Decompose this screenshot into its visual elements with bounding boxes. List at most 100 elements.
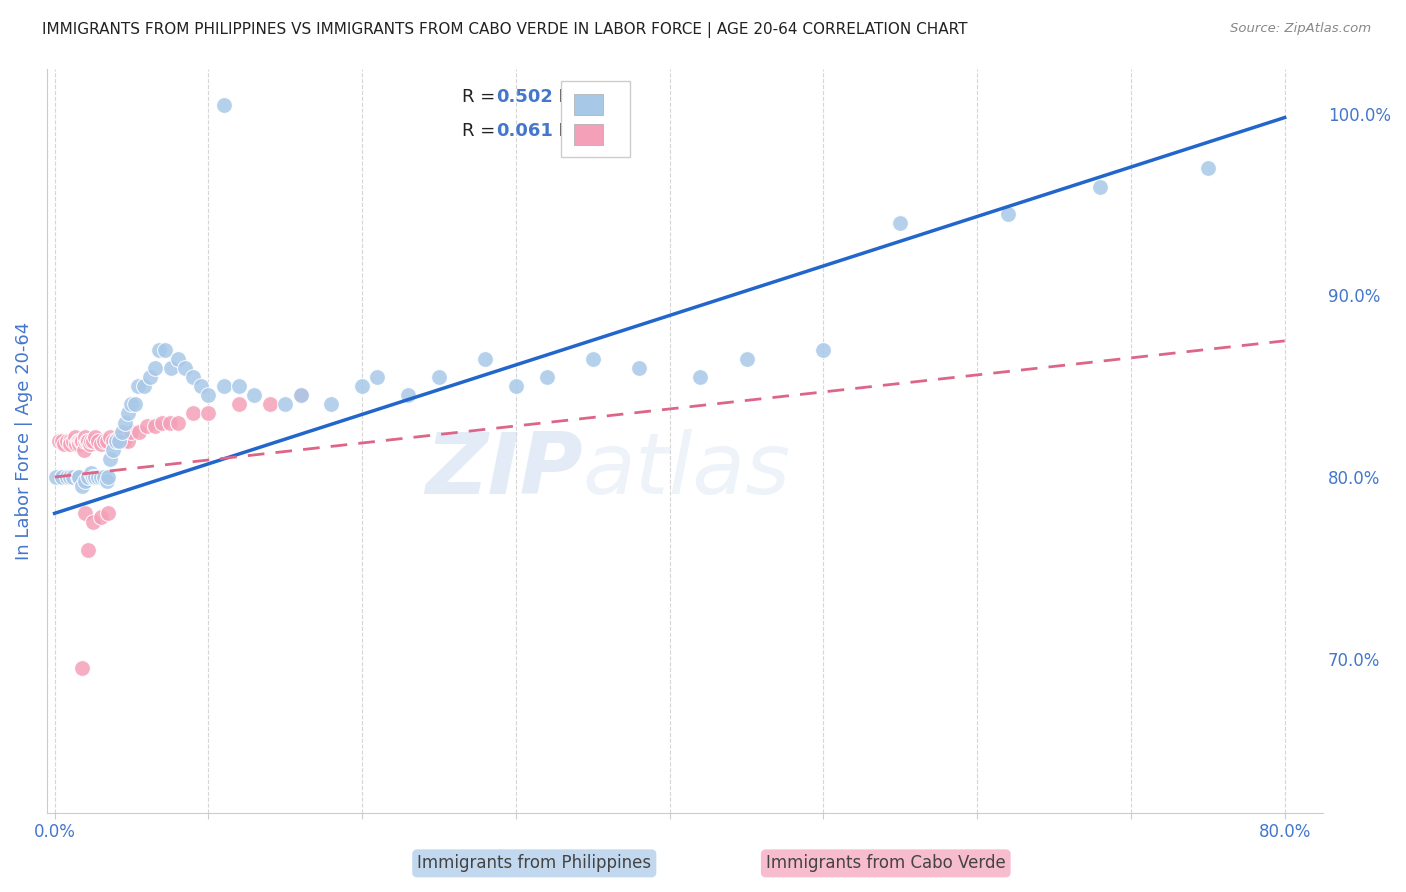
Point	[190, 379, 212, 393]
Point	[689, 370, 711, 384]
Point	[90, 510, 112, 524]
Point	[135, 419, 157, 434]
Point	[112, 434, 135, 448]
Point	[75, 474, 97, 488]
Text: Immigrants from Cabo Verde: Immigrants from Cabo Verde	[766, 855, 1005, 872]
Point	[120, 397, 142, 411]
Point	[813, 343, 835, 357]
Text: 0.061: 0.061	[496, 121, 553, 139]
Point	[56, 434, 79, 448]
Point	[150, 416, 173, 430]
Point	[66, 434, 89, 448]
Point	[65, 437, 87, 451]
Point	[396, 388, 419, 402]
Point	[51, 470, 73, 484]
Point	[52, 437, 75, 451]
Point	[59, 434, 82, 448]
Point	[101, 434, 124, 448]
Point	[82, 434, 104, 448]
Point	[75, 430, 97, 444]
Point	[93, 470, 115, 484]
Point	[77, 434, 100, 448]
Point	[59, 437, 82, 451]
Point	[90, 470, 112, 484]
Text: 0.502: 0.502	[496, 88, 553, 106]
Point	[427, 370, 450, 384]
Point	[98, 451, 121, 466]
Point	[536, 370, 558, 384]
Point	[155, 343, 177, 357]
Point	[76, 434, 98, 448]
Text: ZIP: ZIP	[425, 429, 583, 512]
Point	[228, 379, 250, 393]
Point	[114, 416, 136, 430]
Text: 62: 62	[583, 88, 607, 106]
Point	[101, 442, 124, 457]
Point	[97, 506, 120, 520]
Point	[139, 370, 162, 384]
Point	[1088, 179, 1111, 194]
Point	[93, 434, 115, 448]
Point	[197, 407, 219, 421]
Point	[62, 470, 84, 484]
Point	[73, 442, 96, 457]
Point	[56, 470, 79, 484]
Point	[505, 379, 527, 393]
Point	[105, 434, 128, 448]
Point	[83, 470, 105, 484]
Point	[243, 388, 266, 402]
Point	[62, 434, 84, 448]
Point	[166, 351, 188, 366]
Text: R =: R =	[461, 88, 501, 106]
Point	[51, 434, 73, 448]
Point	[97, 470, 120, 484]
Text: 51: 51	[583, 121, 607, 139]
Point	[83, 430, 105, 444]
Point	[127, 379, 149, 393]
Point	[124, 397, 146, 411]
Point	[67, 437, 90, 451]
Point	[72, 660, 94, 674]
Point	[132, 379, 155, 393]
Point	[63, 430, 86, 444]
Point	[117, 407, 139, 421]
Text: IMMIGRANTS FROM PHILIPPINES VS IMMIGRANTS FROM CABO VERDE IN LABOR FORCE | AGE 2: IMMIGRANTS FROM PHILIPPINES VS IMMIGRANT…	[42, 22, 967, 38]
Point	[128, 425, 150, 439]
Point	[117, 434, 139, 448]
Text: atlas: atlas	[583, 429, 792, 512]
Point	[67, 434, 90, 448]
Point	[143, 361, 166, 376]
Point	[197, 388, 219, 402]
Point	[77, 470, 100, 484]
Point	[228, 397, 250, 411]
Point	[80, 467, 103, 481]
Point	[1197, 161, 1219, 176]
Point	[86, 434, 108, 448]
Point	[48, 434, 70, 448]
Point	[143, 419, 166, 434]
Point	[274, 397, 297, 411]
Point	[75, 434, 97, 448]
Point	[997, 207, 1019, 221]
Point	[96, 474, 118, 488]
Point	[82, 470, 104, 484]
Text: Source: ZipAtlas.com: Source: ZipAtlas.com	[1230, 22, 1371, 36]
Point	[111, 425, 134, 439]
Point	[69, 434, 91, 448]
Point	[75, 506, 97, 520]
Point	[72, 479, 94, 493]
Point	[105, 434, 128, 448]
Point	[82, 516, 104, 530]
Point	[290, 388, 312, 402]
Point	[366, 370, 388, 384]
Point	[86, 470, 108, 484]
Point	[45, 470, 67, 484]
Point	[159, 416, 181, 430]
Text: Immigrants from Philippines: Immigrants from Philippines	[418, 855, 651, 872]
Point	[889, 216, 911, 230]
Point	[181, 370, 204, 384]
Point	[212, 379, 235, 393]
Legend: , : ,	[561, 81, 630, 157]
Point	[80, 434, 103, 448]
Point	[735, 351, 758, 366]
